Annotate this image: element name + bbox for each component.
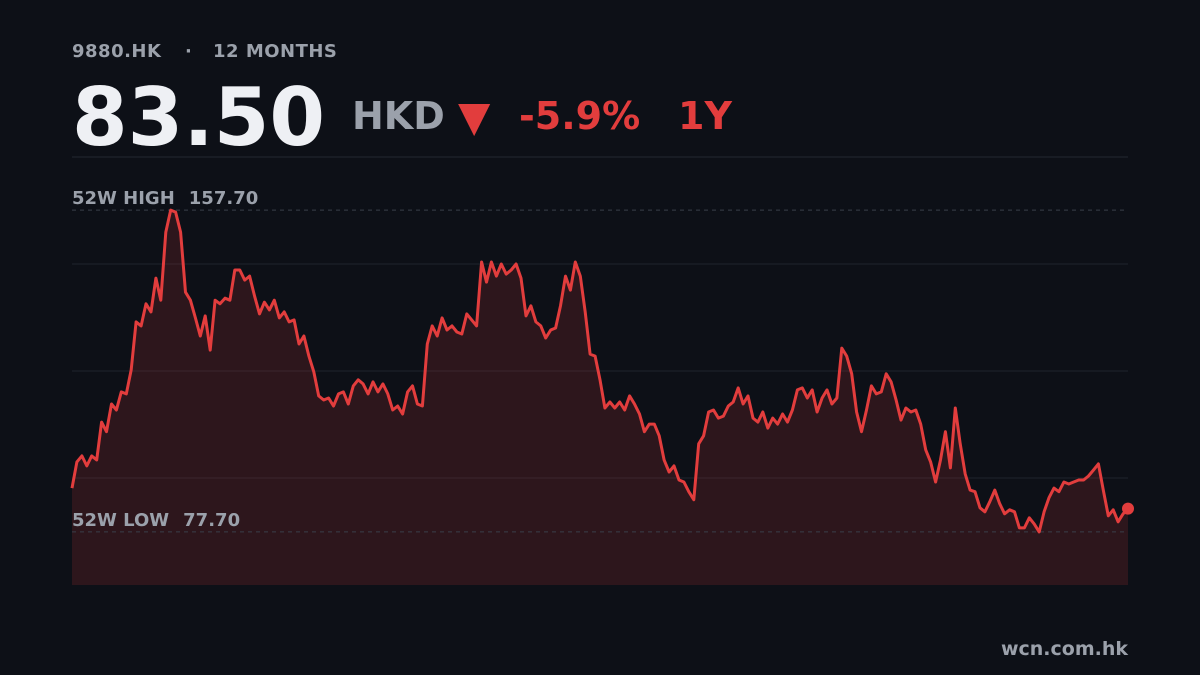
change: -5.9% [519,94,640,138]
range-label: 1Y [678,94,732,138]
area [72,210,1128,585]
high-value: 157.70 [189,188,258,209]
low-label: 52W LOW [72,510,169,531]
low-value: 77.70 [183,510,240,531]
direction-symbol: ▼ [458,92,491,141]
separator: · [185,41,192,62]
currency: HKD [352,94,445,138]
last-point [1122,502,1134,515]
price: 83.50 [72,71,325,164]
price-line [70,208,1130,534]
source: wcn.com.hk [1001,638,1128,660]
ticker: 9880.HK [72,41,162,62]
period: 12 MONTHS [213,41,337,62]
high-label: 52W HIGH [72,188,175,209]
